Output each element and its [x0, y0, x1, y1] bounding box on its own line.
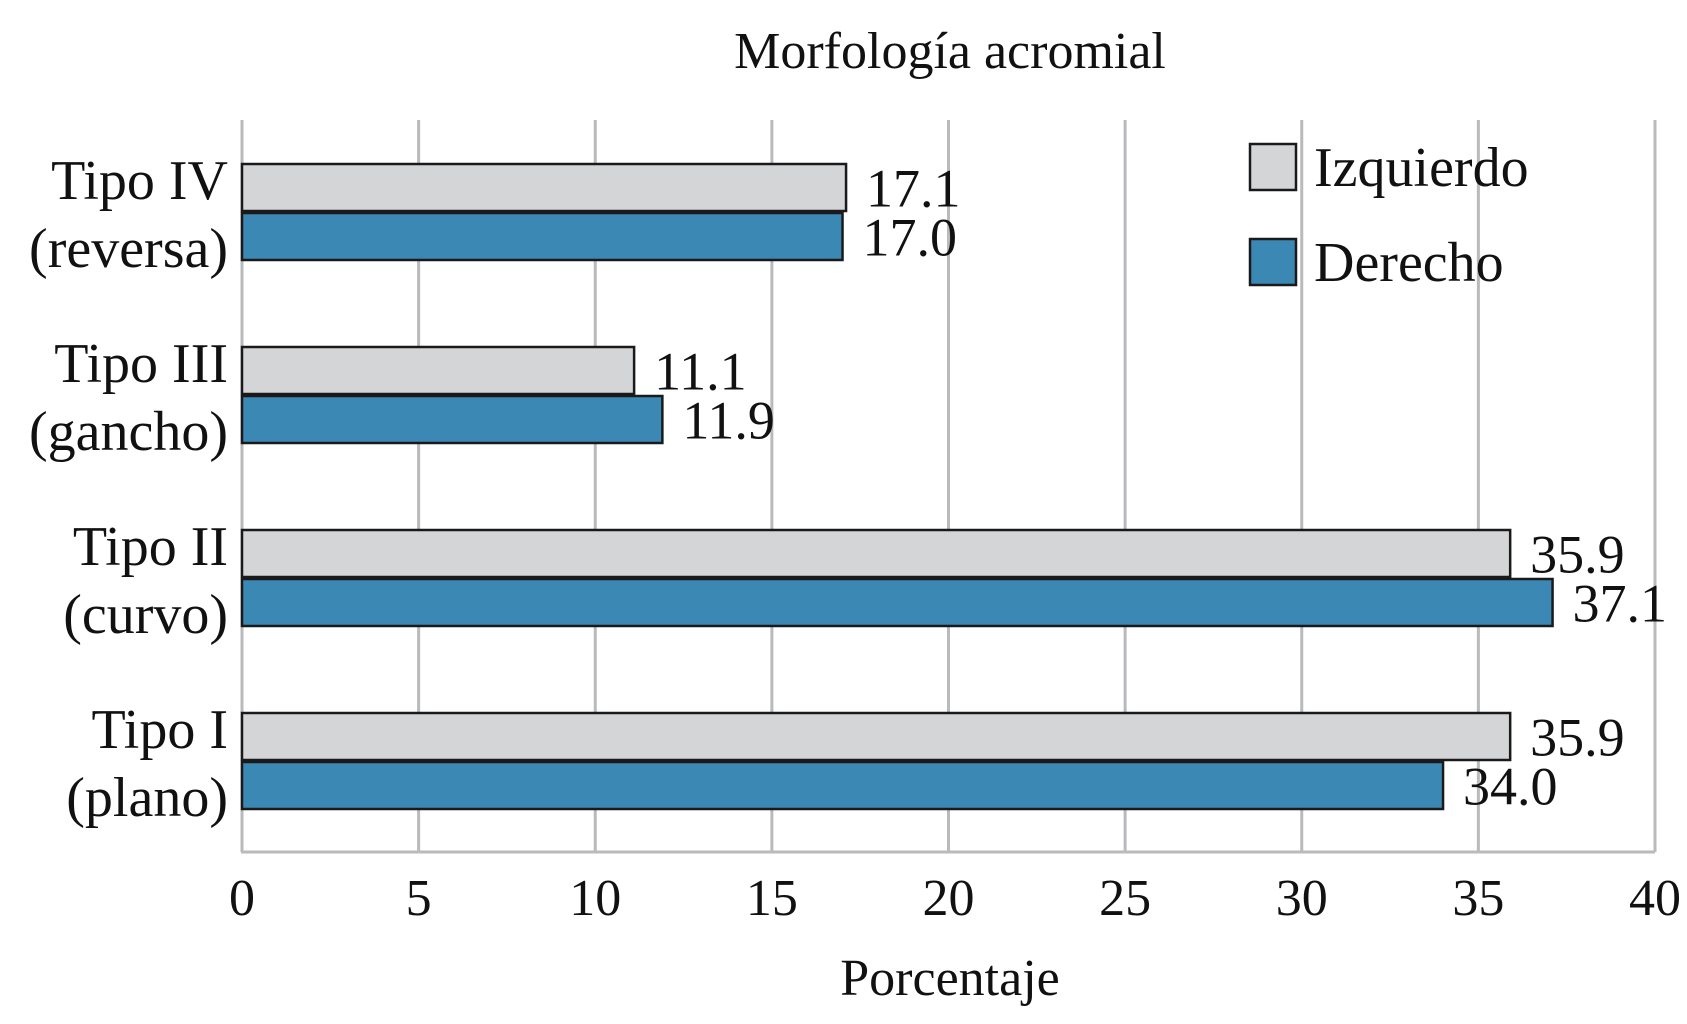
bar-izquierdo-2	[240, 345, 636, 396]
x-tick-label: 40	[1629, 870, 1681, 927]
data-label: 35.9	[1530, 525, 1625, 585]
legend: Izquierdo Derecho	[1248, 137, 1529, 294]
data-label: 11.9	[682, 391, 775, 451]
category-label: Tipo III	[54, 333, 228, 395]
bar-derecho-2	[240, 394, 664, 445]
x-tick-label: 35	[1452, 870, 1504, 927]
chart-title: Morfología acromial	[734, 23, 1166, 80]
category-label: (reversa)	[29, 218, 228, 280]
bar-derecho-4	[240, 760, 1445, 811]
bar-izquierdo-1	[240, 162, 848, 213]
legend-label: Derecho	[1314, 232, 1504, 294]
data-label: 17.0	[863, 208, 958, 268]
legend-label: Izquierdo	[1314, 137, 1529, 199]
category-labels: Tipo IV(reversa)Tipo III(gancho)Tipo II(…	[29, 150, 228, 829]
x-tick-label: 20	[923, 870, 975, 927]
bar-izquierdo-3	[240, 528, 1512, 579]
bar-derecho-3	[240, 577, 1554, 628]
category-label: (plano)	[66, 767, 228, 829]
category-label: (curvo)	[63, 584, 228, 646]
x-tick-label: 25	[1099, 870, 1151, 927]
legend-swatch-izquierdo	[1248, 142, 1298, 192]
x-tick-label: 10	[569, 870, 621, 927]
data-label: 35.9	[1530, 708, 1625, 768]
bar-derecho-1	[240, 211, 844, 262]
data-label: 37.1	[1573, 574, 1668, 634]
x-tick-label: 5	[406, 870, 432, 927]
x-axis-label: Porcentaje	[840, 950, 1059, 1007]
bar-izquierdo-4	[240, 711, 1512, 762]
data-labels: 17.117.011.111.935.937.135.934.0	[654, 159, 1667, 817]
legend-swatch-derecho	[1248, 237, 1298, 287]
category-label: Tipo I	[92, 699, 228, 761]
data-label: 11.1	[654, 342, 747, 402]
x-tick-label: 0	[229, 870, 255, 927]
x-tick-labels: 0 5 10 15 20 25 30 35 40	[229, 870, 1681, 927]
category-label: (gancho)	[29, 401, 228, 463]
bars	[240, 162, 1554, 811]
data-label: 17.1	[866, 159, 961, 219]
category-label: Tipo II	[73, 516, 228, 578]
x-tick-label: 15	[746, 870, 798, 927]
x-tick-label: 30	[1276, 870, 1328, 927]
data-label: 34.0	[1463, 757, 1558, 817]
category-label: Tipo IV	[51, 150, 228, 212]
